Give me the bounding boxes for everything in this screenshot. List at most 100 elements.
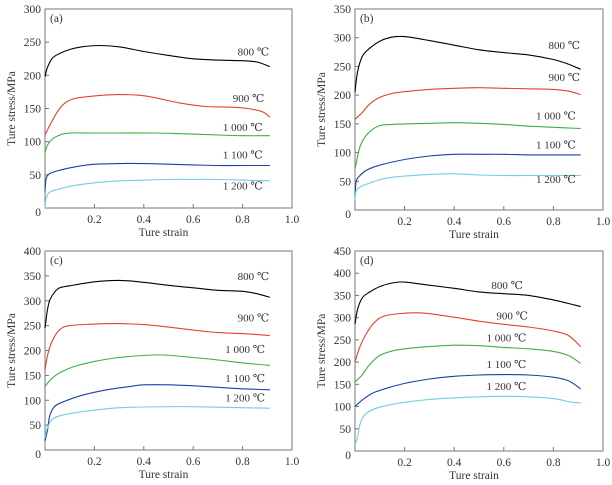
series-line-1100C: [44, 384, 270, 442]
x-tick-label: 0.4: [447, 457, 462, 469]
x-tick-label: 1.0: [285, 214, 300, 226]
series-line-1100C: [354, 153, 581, 198]
x-tick-label: 1.0: [596, 457, 611, 469]
series-line-1200C: [44, 406, 270, 438]
series-line-1100C: [44, 162, 270, 192]
y-tick-label: 0: [35, 449, 41, 461]
y-tick-label: 100: [334, 148, 352, 160]
series-line-900C: [44, 323, 270, 371]
y-tick-label: 400: [334, 268, 352, 280]
series-line-900C: [354, 312, 582, 363]
x-tick-label: 0.6: [497, 216, 512, 228]
y-tick-label: 100: [24, 137, 42, 149]
y-tick-label: 50: [30, 170, 42, 182]
curve-label: 1 100 ℃: [223, 149, 263, 161]
series-line-1000C: [44, 132, 270, 154]
y-tick-label: 150: [334, 379, 352, 391]
curve-label: 1 200 ℃: [486, 381, 526, 393]
x-tick-label: 0.8: [235, 456, 250, 468]
curve-label: 1 200 ℃: [536, 174, 576, 186]
curve-label: 800 ℃: [548, 40, 580, 52]
y-tick-label: 250: [24, 321, 42, 333]
y-axis-label: Ture stress/MPa: [6, 313, 18, 388]
curve-label: 900 ℃: [548, 72, 580, 84]
y-tick-label: 450: [334, 246, 352, 258]
series-line-800C: [44, 44, 271, 77]
y-tick-label: 400: [24, 246, 42, 258]
x-tick-label: 1.0: [285, 456, 300, 468]
x-tick-label: 0.4: [137, 456, 152, 468]
y-tick-label: 50: [30, 420, 42, 432]
y-tick-label: 50: [340, 176, 352, 188]
y-tick-label: 200: [334, 357, 352, 369]
series-line-1200C: [354, 395, 581, 445]
x-axis-label: Ture strain: [139, 227, 189, 239]
y-tick-label: 300: [24, 296, 42, 308]
x-tick-label: 0.2: [87, 214, 102, 226]
curve-label: 800 ℃: [491, 280, 523, 292]
y-tick-label: 300: [334, 33, 352, 45]
plot-frame: [354, 8, 604, 211]
curve-label: 1 100 ℃: [225, 373, 265, 385]
y-tick-label: 350: [334, 290, 352, 302]
curve-label: 1 000 ℃: [486, 333, 526, 345]
y-tick-label: 350: [24, 271, 42, 283]
x-tick-label: 0.8: [546, 457, 561, 469]
curve-label: 1 000 ℃: [225, 344, 265, 356]
plot-frame: [354, 250, 604, 452]
curve-label: 1 000 ℃: [223, 122, 263, 134]
y-axis-label: Ture stress/MPa: [6, 71, 18, 146]
curve-label: 1 200 ℃: [223, 180, 263, 192]
x-tick-label: 0.2: [397, 216, 412, 228]
y-tick-label: 0: [345, 450, 351, 462]
panel-label: (c): [50, 255, 63, 267]
x-tick-label: 0.8: [546, 216, 561, 228]
x-tick-label: 0.4: [137, 214, 152, 226]
y-tick-label: 200: [24, 346, 42, 358]
plot-frame: [44, 8, 293, 209]
y-tick-label: 350: [334, 4, 352, 16]
curve-label: 1 200 ℃: [225, 393, 265, 405]
x-tick-label: 0.6: [497, 457, 512, 469]
y-tick-label: 0: [345, 209, 351, 221]
y-tick-label: 150: [334, 119, 352, 131]
y-axis-label: Ture stress/MPa: [316, 72, 328, 147]
x-tick-label: 0.8: [235, 214, 250, 226]
y-tick-label: 300: [24, 4, 42, 16]
y-tick-label: 100: [334, 402, 352, 414]
y-tick-label: 0: [35, 207, 41, 219]
y-tick-label: 300: [334, 313, 352, 325]
y-tick-label: 250: [334, 61, 352, 73]
series-line-1000C: [354, 122, 581, 169]
curve-label: 900 ℃: [238, 313, 270, 325]
x-tick-label: 0.4: [447, 216, 462, 228]
panel-label: (a): [50, 13, 63, 25]
y-tick-label: 200: [334, 90, 352, 102]
curve-label: 900 ℃: [496, 310, 528, 322]
curve-label: 1 100 ℃: [486, 359, 526, 371]
series-line-1000C: [44, 354, 270, 387]
x-axis-label: Ture strain: [449, 229, 499, 241]
panel-label: (d): [360, 255, 374, 267]
curve-label: 800 ℃: [238, 46, 270, 58]
x-tick-label: 0.2: [87, 456, 102, 468]
series-line-1100C: [354, 374, 582, 407]
y-axis-label: Ture stress/MPa: [316, 314, 328, 389]
x-axis-label: Ture strain: [139, 469, 189, 481]
y-tick-label: 200: [24, 70, 42, 82]
y-tick-label: 250: [334, 335, 352, 347]
panel-a: 0.2 0.4 0.6 0.8 1.0 0 50 100 150 200 250 300 Ture st…: [6, 4, 299, 239]
y-tick-label: 250: [24, 37, 42, 49]
panel-d: 0.2 0.4 0.6 0.8 1.0 0 50 100 150 200 250 300 350 400 4…: [316, 246, 610, 482]
curve-label: 1 000 ℃: [536, 110, 576, 122]
panel-label: (b): [360, 13, 374, 25]
curve-label: 900 ℃: [233, 93, 265, 105]
x-tick-label: 1.0: [596, 216, 611, 228]
series-line-900C: [354, 87, 581, 120]
series-line-800C: [44, 279, 270, 329]
x-tick-label: 0.6: [186, 456, 201, 468]
series-line-1000C: [354, 344, 581, 383]
y-tick-label: 150: [24, 370, 42, 382]
panel-b: 0.2 0.4 0.6 0.8 1.0 0 50 100 150 200 250 300 350 Ture…: [316, 4, 610, 241]
